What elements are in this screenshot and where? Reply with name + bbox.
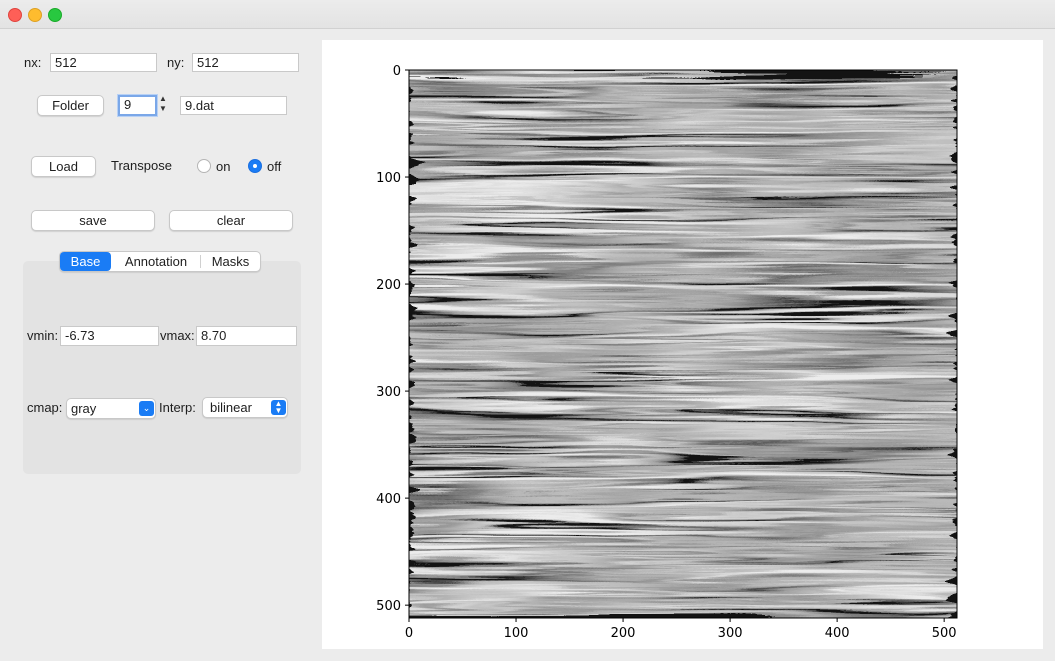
plot-canvas: 0 100 200 300 400 500 0 100 200 300 400 500 [322, 40, 1043, 649]
folder-button[interactable]: Folder [37, 95, 104, 116]
chevron-up-icon[interactable]: ▲ [159, 94, 167, 103]
transpose-off-radio[interactable] [248, 159, 262, 173]
vmax-field[interactable]: 8.70 [196, 326, 297, 346]
transpose-on-label: on [216, 159, 231, 174]
y-tick-label: 300 [376, 385, 401, 400]
zoom-window-button[interactable] [48, 8, 62, 22]
filename-field[interactable]: 9.dat [180, 96, 287, 115]
cmap-select[interactable]: gray ⌄ [66, 398, 156, 419]
tab-divider [200, 255, 201, 268]
y-tick-label: 100 [376, 171, 401, 186]
x-tick-label: 0 [405, 626, 413, 641]
seismic-image-chart: 0 100 200 300 400 500 0 100 200 300 400 500 [376, 64, 958, 641]
axes-frame [408, 69, 958, 619]
transpose-on-radio[interactable] [197, 159, 211, 173]
cmap-select-value: gray [71, 401, 97, 416]
transpose-off-label: off [267, 159, 282, 174]
tab-masks[interactable]: Masks [211, 254, 250, 269]
x-tick-label: 500 [932, 626, 957, 641]
interp-select[interactable]: bilinear ▲ ▼ [202, 397, 288, 418]
file-index-stepper[interactable]: ▲ ▼ [158, 94, 168, 116]
y-tick-label: 200 [376, 278, 401, 293]
vmax-label: vmax: [160, 328, 195, 343]
interp-select-value: bilinear [210, 400, 252, 415]
y-tick-label: 500 [376, 599, 401, 614]
vmin-field[interactable]: -6.73 [60, 326, 159, 346]
x-tick-label: 100 [504, 626, 529, 641]
x-tick-label: 300 [718, 626, 743, 641]
seismic-image [409, 70, 957, 618]
x-tick-label: 200 [611, 626, 636, 641]
chevron-down-icon[interactable]: ▼ [159, 104, 167, 113]
clear-button[interactable]: clear [169, 210, 293, 231]
base-tab-panel [23, 261, 301, 474]
tab-base[interactable]: Base [60, 252, 111, 271]
y-axis: 0 100 200 300 400 500 [376, 64, 409, 614]
save-button[interactable]: save [31, 210, 155, 231]
tab-annotation[interactable]: Annotation [124, 254, 188, 269]
minimize-window-button[interactable] [28, 8, 42, 22]
y-tick-label: 0 [393, 64, 401, 79]
x-axis: 0 100 200 300 400 500 [405, 618, 957, 641]
chevron-down-icon: ⌄ [139, 401, 154, 416]
nx-field[interactable]: 512 [50, 53, 157, 72]
x-tick-label: 400 [825, 626, 850, 641]
cmap-label: cmap: [27, 400, 63, 415]
y-tick-label: 400 [376, 492, 401, 507]
updown-chevron-icon: ▲ ▼ [271, 400, 286, 415]
nx-label: nx: [24, 55, 42, 70]
tab-bar: Base Annotation Masks [59, 251, 261, 272]
close-window-button[interactable] [8, 8, 22, 22]
ny-label: ny: [167, 55, 185, 70]
title-bar [0, 0, 1055, 29]
load-button[interactable]: Load [31, 156, 96, 177]
file-index-field[interactable]: 9 [118, 95, 157, 116]
vmin-label: vmin: [27, 328, 59, 343]
interp-label: Interp: [159, 400, 196, 415]
transpose-label: Transpose [111, 158, 172, 173]
ny-field[interactable]: 512 [192, 53, 299, 72]
image-texture [409, 70, 957, 618]
